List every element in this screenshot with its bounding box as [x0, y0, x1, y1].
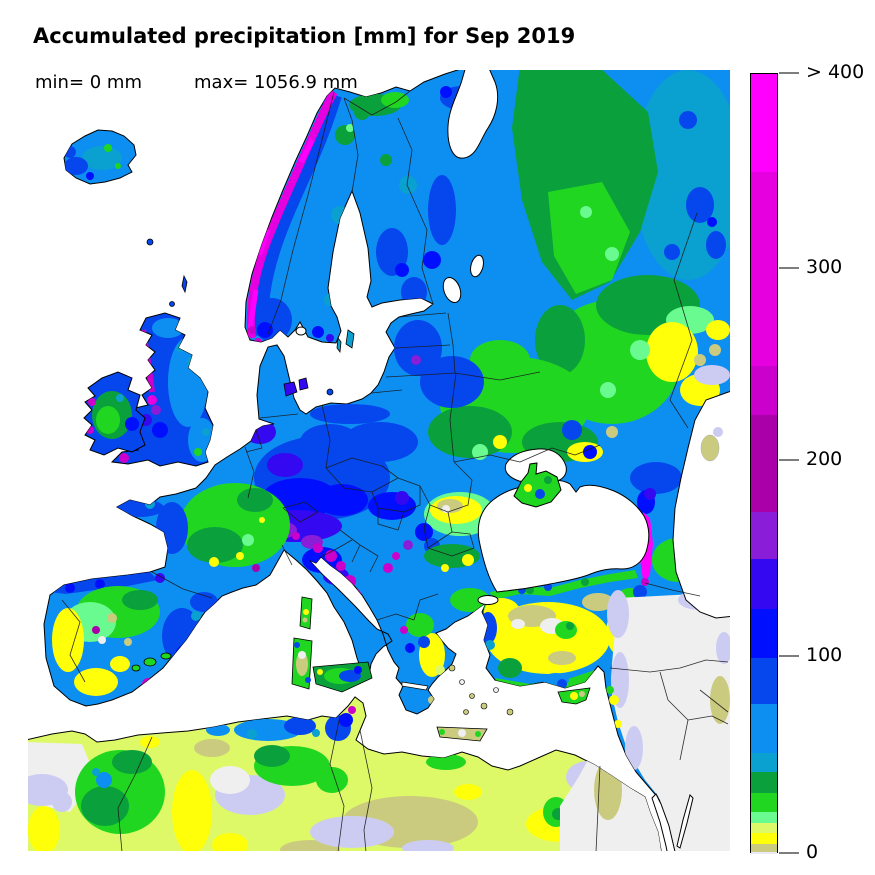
- colorbar-segment: [751, 172, 777, 366]
- crimea: [513, 462, 562, 508]
- min-value-label: min= 0 mm: [35, 72, 142, 93]
- crimea-detail: [524, 476, 552, 499]
- colorbar-segment: [751, 812, 777, 823]
- max-value-label: max= 1056.9 mm: [194, 72, 358, 93]
- colorbar-segment: [751, 852, 777, 854]
- menorca: [160, 652, 172, 660]
- colorbar-tick: [779, 655, 799, 658]
- caspian-shore-spits: [700, 427, 723, 462]
- colorbar-tick-label: > 400: [806, 61, 865, 83]
- colorbar-segment: [751, 823, 777, 833]
- colorbar-segment: [751, 833, 777, 844]
- gulf-of-aqaba: [676, 794, 694, 849]
- lake-vanern: [295, 326, 307, 336]
- ireland-precip-field: [86, 391, 139, 439]
- iceland-precip-field: [64, 144, 122, 180]
- oland: [336, 336, 342, 354]
- bornholm: [326, 388, 334, 396]
- gotland: [345, 329, 355, 349]
- min-max-line: min= 0 mm max= 1056.9 mm: [35, 72, 358, 93]
- colorbar-segment: [751, 844, 777, 852]
- colorbar-segment: [751, 559, 777, 609]
- colorbar-segment: [751, 772, 777, 793]
- colorbar-tick: [779, 852, 799, 854]
- lake-onega: [470, 254, 484, 278]
- zealand: [283, 381, 298, 397]
- colorbar-tick: [779, 72, 799, 74]
- mallorca: [143, 657, 157, 667]
- country-borders: [61, 90, 729, 851]
- africa-precip-field: [28, 706, 662, 851]
- colorbar-tick: [779, 459, 799, 462]
- colorbar-tick-label: 0: [806, 841, 819, 863]
- aegean-islands: [448, 664, 514, 716]
- colorbar-segment: [751, 753, 777, 772]
- colorbar-tick-label: 100: [806, 644, 843, 667]
- colorbar-segment: [751, 704, 777, 753]
- gulf-of-suez: [651, 793, 676, 851]
- colorbar-segment: [751, 793, 777, 812]
- funen: [298, 377, 309, 391]
- colorbar-tick-label: 200: [806, 448, 843, 471]
- faroe-islands: [146, 238, 154, 246]
- orkney: [169, 301, 175, 307]
- shetland: [181, 274, 188, 294]
- island-detail-spots: [294, 609, 585, 737]
- black-sea: [477, 479, 650, 593]
- white-sea: [447, 70, 499, 159]
- colorbar-segment: [751, 609, 777, 658]
- colorbar: [750, 73, 778, 854]
- lake-ladoga: [442, 276, 462, 304]
- colorbar-segment: [751, 512, 777, 559]
- colorbar-tick-label: 300: [806, 256, 843, 278]
- colorbar-segment: [751, 366, 777, 415]
- colorbar-segment: [751, 415, 777, 512]
- colorbar-segment: [751, 74, 777, 172]
- sea-of-marmara: [477, 595, 499, 605]
- colorbar-tick: [779, 267, 799, 269]
- ibiza: [131, 664, 141, 672]
- page-title: Accumulated precipitation [mm] for Sep 2…: [33, 24, 576, 48]
- gulf-of-corinth: [401, 681, 429, 691]
- colorbar-segment: [751, 658, 777, 704]
- eurasia-precip-field: [50, 70, 730, 851]
- map-canvas: [28, 70, 730, 851]
